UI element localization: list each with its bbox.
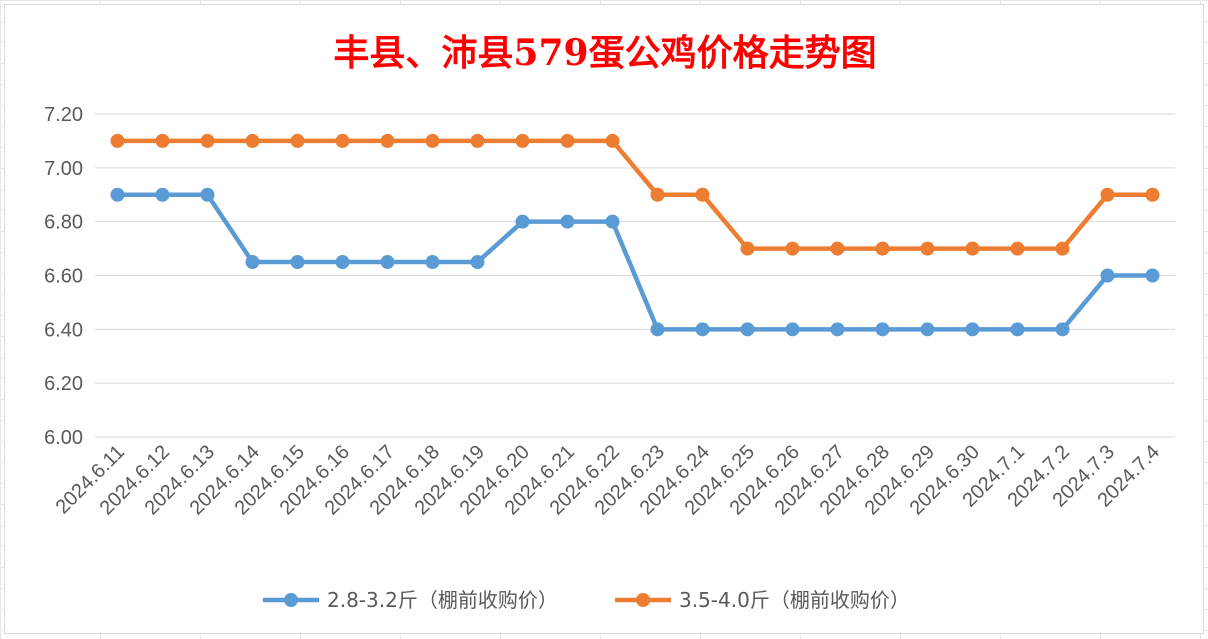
data-point[interactable]: [560, 214, 575, 229]
data-point[interactable]: [470, 133, 485, 148]
data-point[interactable]: [335, 255, 350, 270]
data-point[interactable]: [650, 187, 665, 202]
series-line[interactable]: [117, 192, 1153, 332]
series-layer: [110, 133, 1160, 337]
data-point[interactable]: [1055, 322, 1070, 337]
data-point[interactable]: [695, 187, 710, 202]
data-point[interactable]: [1055, 241, 1070, 256]
y-tick-label: 7.00: [44, 158, 83, 180]
y-axis-ticks: 6.00 6.20 6.40 6.60 6.80 7.00 7.20: [44, 104, 83, 449]
data-point[interactable]: [470, 255, 485, 270]
data-point[interactable]: [155, 187, 170, 202]
data-point[interactable]: [1010, 241, 1025, 256]
data-point[interactable]: [740, 241, 755, 256]
legend-label: 2.8-3.2斤（棚前收购价）: [327, 588, 558, 612]
data-point[interactable]: [380, 133, 395, 148]
data-point[interactable]: [605, 133, 620, 148]
chart-title: 丰县、沛县579蛋公鸡价格走势图: [333, 32, 876, 74]
data-point[interactable]: [875, 322, 890, 337]
series-1[interactable]: [110, 187, 1160, 337]
y-tick-label: 7.20: [44, 104, 83, 126]
data-point[interactable]: [245, 133, 260, 148]
x-axis-ticks: 2024.6.112024.6.122024.6.132024.6.142024…: [52, 441, 1164, 519]
series-line[interactable]: [117, 138, 1153, 251]
legend-dot-marker: [636, 593, 650, 607]
data-point[interactable]: [200, 133, 215, 148]
legend-dot-marker: [284, 593, 298, 607]
data-point[interactable]: [290, 255, 305, 270]
data-point[interactable]: [110, 133, 125, 148]
data-point[interactable]: [875, 241, 890, 256]
data-point[interactable]: [110, 187, 125, 202]
data-point[interactable]: [920, 322, 935, 337]
data-point[interactable]: [425, 255, 440, 270]
data-point[interactable]: [920, 241, 935, 256]
data-point[interactable]: [380, 255, 395, 270]
chart-area[interactable]: 丰县、沛县579蛋公鸡价格走势图 6.00 6.20 6.40 6.60 6.80 7.0…: [4, 4, 1204, 634]
data-point[interactable]: [830, 322, 845, 337]
data-point[interactable]: [1145, 187, 1160, 202]
data-point[interactable]: [515, 214, 530, 229]
data-point[interactable]: [785, 241, 800, 256]
data-point[interactable]: [335, 133, 350, 148]
data-point[interactable]: [965, 241, 980, 256]
data-point[interactable]: [1100, 187, 1115, 202]
data-point[interactable]: [425, 133, 440, 148]
data-point[interactable]: [245, 255, 260, 270]
legend-label: 3.5-4.0斤（棚前收购价）: [679, 588, 910, 612]
data-point[interactable]: [695, 322, 710, 337]
data-point[interactable]: [965, 322, 980, 337]
data-point[interactable]: [830, 241, 845, 256]
series-2[interactable]: [110, 133, 1160, 256]
data-point[interactable]: [1100, 268, 1115, 283]
data-point[interactable]: [605, 214, 620, 229]
data-point[interactable]: [200, 187, 215, 202]
legend-item-1[interactable]: 2.8-3.2斤（棚前收购价）: [263, 588, 558, 612]
y-tick-label: 6.80: [44, 212, 83, 234]
data-point[interactable]: [740, 322, 755, 337]
data-point[interactable]: [155, 133, 170, 148]
data-point[interactable]: [785, 322, 800, 337]
y-tick-label: 6.40: [44, 319, 83, 341]
y-tick-label: 6.20: [44, 373, 83, 395]
data-point[interactable]: [290, 133, 305, 148]
legend[interactable]: 2.8-3.2斤（棚前收购价） 3.5-4.0斤（棚前收购价）: [263, 588, 910, 612]
data-point[interactable]: [560, 133, 575, 148]
y-tick-label: 6.60: [44, 266, 83, 288]
data-point[interactable]: [650, 322, 665, 337]
line-chart: 丰县、沛县579蛋公鸡价格走势图 6.00 6.20 6.40 6.60 6.80 7.0…: [44, 32, 1175, 612]
data-point[interactable]: [515, 133, 530, 148]
y-tick-label: 6.00: [44, 427, 83, 449]
data-point[interactable]: [1010, 322, 1025, 337]
legend-item-2[interactable]: 3.5-4.0斤（棚前收购价）: [615, 588, 910, 612]
data-point[interactable]: [1145, 268, 1160, 283]
